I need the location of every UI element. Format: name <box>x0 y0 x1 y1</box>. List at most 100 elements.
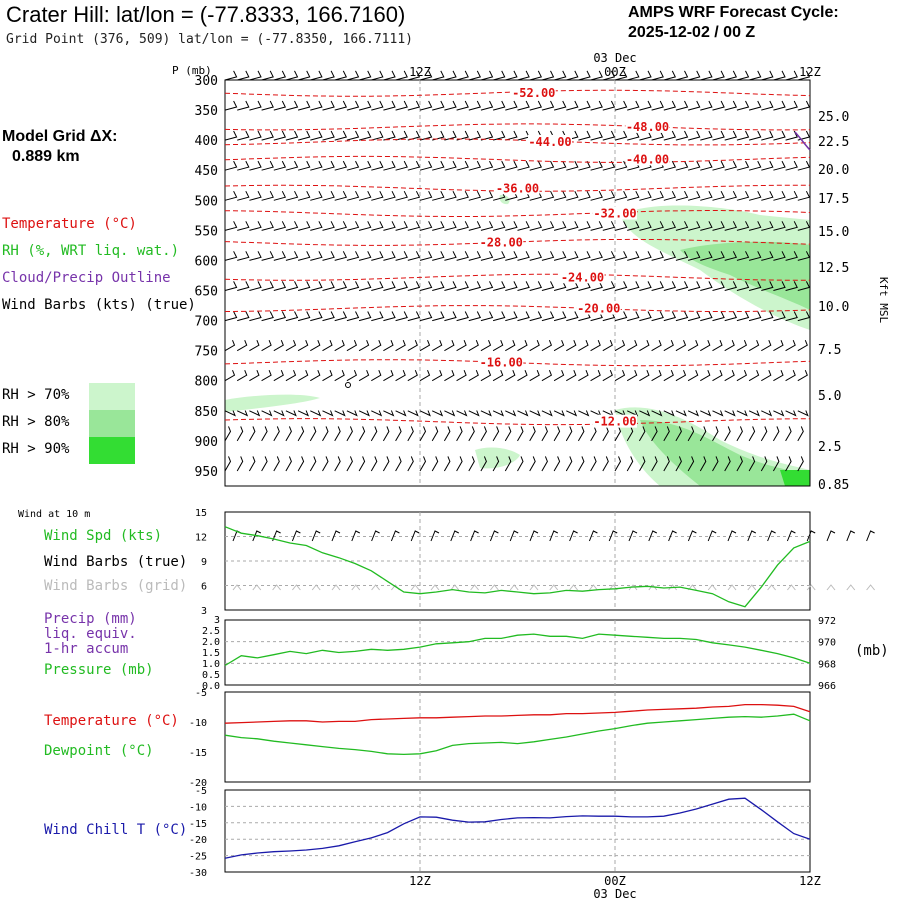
wind-barb <box>419 190 433 201</box>
wind-barb <box>724 456 731 472</box>
wind-barb <box>772 456 780 472</box>
wind-barb <box>700 251 713 261</box>
wind-barb <box>797 311 811 322</box>
rh-region-7 <box>499 194 510 205</box>
wind-barb <box>432 160 445 171</box>
wind-barb <box>273 426 280 442</box>
wind-barb <box>541 456 548 472</box>
wind-barb <box>687 190 701 201</box>
wind-barb <box>480 251 494 261</box>
wind-barb <box>761 311 774 322</box>
pressure-tick-label-right: 970 <box>818 638 836 649</box>
wind-barb <box>456 70 469 81</box>
wind-barb <box>724 221 738 231</box>
temperature-line <box>224 703 811 724</box>
sfc-wind-barb-true <box>450 530 460 542</box>
wind-barb <box>444 410 456 417</box>
legend-cloud: Cloud/Precip Outline <box>2 270 171 286</box>
wind-barb <box>663 281 677 291</box>
wind-barb <box>322 456 329 472</box>
windchill-line <box>224 797 811 859</box>
wind-barb <box>310 410 322 417</box>
sfc-wind-barb-grid <box>450 584 460 591</box>
wind-barb <box>675 221 689 231</box>
wind-barb <box>334 456 341 472</box>
wind-barb <box>285 130 299 141</box>
sfc-wind-barb-true <box>351 530 361 542</box>
wind-barb <box>261 190 274 201</box>
wind-barb <box>273 130 287 141</box>
sfc-wind-barb-grid <box>767 584 776 591</box>
wind-barb <box>431 426 439 442</box>
wind-barb <box>773 221 786 231</box>
wind-barb <box>285 221 299 231</box>
wind-barb <box>602 100 616 111</box>
wind-barb <box>237 100 250 111</box>
wind-barb <box>724 160 738 171</box>
wind-barb <box>712 370 723 382</box>
pressure-tick-label: 300 <box>195 74 218 89</box>
sfc-wind-barb-true <box>410 530 420 542</box>
wind-barb <box>322 251 335 261</box>
wind-barb <box>419 426 427 442</box>
wind-barb <box>383 281 396 291</box>
wind-barb <box>371 221 384 231</box>
wind-barb <box>761 221 774 231</box>
wind-barb <box>224 281 238 291</box>
wind-barb <box>614 100 628 111</box>
wind-barb <box>371 100 384 111</box>
wind-barb <box>492 311 506 322</box>
sfc-wind-barb-grid <box>727 584 737 591</box>
model-grid-value: 0.889 km <box>12 148 80 165</box>
wind-barb <box>651 281 664 291</box>
wind-barb <box>504 456 512 472</box>
wind-barb <box>407 160 421 171</box>
sfc-wind-barb-grid <box>509 584 519 591</box>
isotherm-label-bg-9 <box>479 355 524 369</box>
wind-barb <box>578 340 589 352</box>
windchill-tick-label: -30 <box>189 868 207 879</box>
wind-barb <box>736 190 750 201</box>
wind-barb <box>249 251 262 261</box>
wind-barb <box>626 370 638 382</box>
temp-tick-label: -20 <box>189 778 207 789</box>
isotherm-label-1: -48.00 <box>626 120 669 134</box>
wind-barb <box>566 221 579 231</box>
wind-barb <box>614 281 628 291</box>
wind-barb <box>480 311 494 322</box>
wind-barb <box>614 70 628 81</box>
wind-barb <box>651 370 662 382</box>
wind-barb <box>541 281 555 291</box>
wind-barb <box>577 426 585 442</box>
wind-barb <box>541 410 553 417</box>
pressure-tick-label-right: 972 <box>818 616 836 627</box>
precip-tick-label: 1.0 <box>202 659 220 670</box>
bottom-time-label-00z: 00Z <box>604 874 626 888</box>
wind-barb <box>285 340 297 352</box>
wind-barb <box>797 456 804 472</box>
wind-barb <box>651 70 664 81</box>
pressure-tick-label-right: 966 <box>818 681 836 692</box>
isotherm-line-10 <box>224 418 811 426</box>
wind-barb <box>748 456 756 472</box>
wind-barb <box>468 130 482 141</box>
wind-barb <box>797 281 811 291</box>
wind-barb <box>577 456 585 472</box>
wind-barb <box>492 410 505 417</box>
wind-barb <box>761 370 772 382</box>
wind-barb <box>675 70 689 81</box>
wind-barb <box>273 251 287 261</box>
forecast-cycle: AMPS WRF Forecast Cycle: 2025-12-02 / 00… <box>628 3 839 43</box>
isotherm-line-5 <box>224 209 811 217</box>
wind-barb <box>310 130 323 141</box>
wind-barb <box>346 251 360 261</box>
wind-barb <box>407 340 418 352</box>
wind-barb <box>480 456 487 472</box>
wind-barb <box>639 340 650 352</box>
wind-barb <box>492 281 506 291</box>
wind-barb <box>761 160 774 171</box>
wind-barb <box>432 70 445 81</box>
wind-barb <box>675 311 689 322</box>
wind-barb <box>761 100 774 111</box>
wind-barb <box>566 311 579 322</box>
